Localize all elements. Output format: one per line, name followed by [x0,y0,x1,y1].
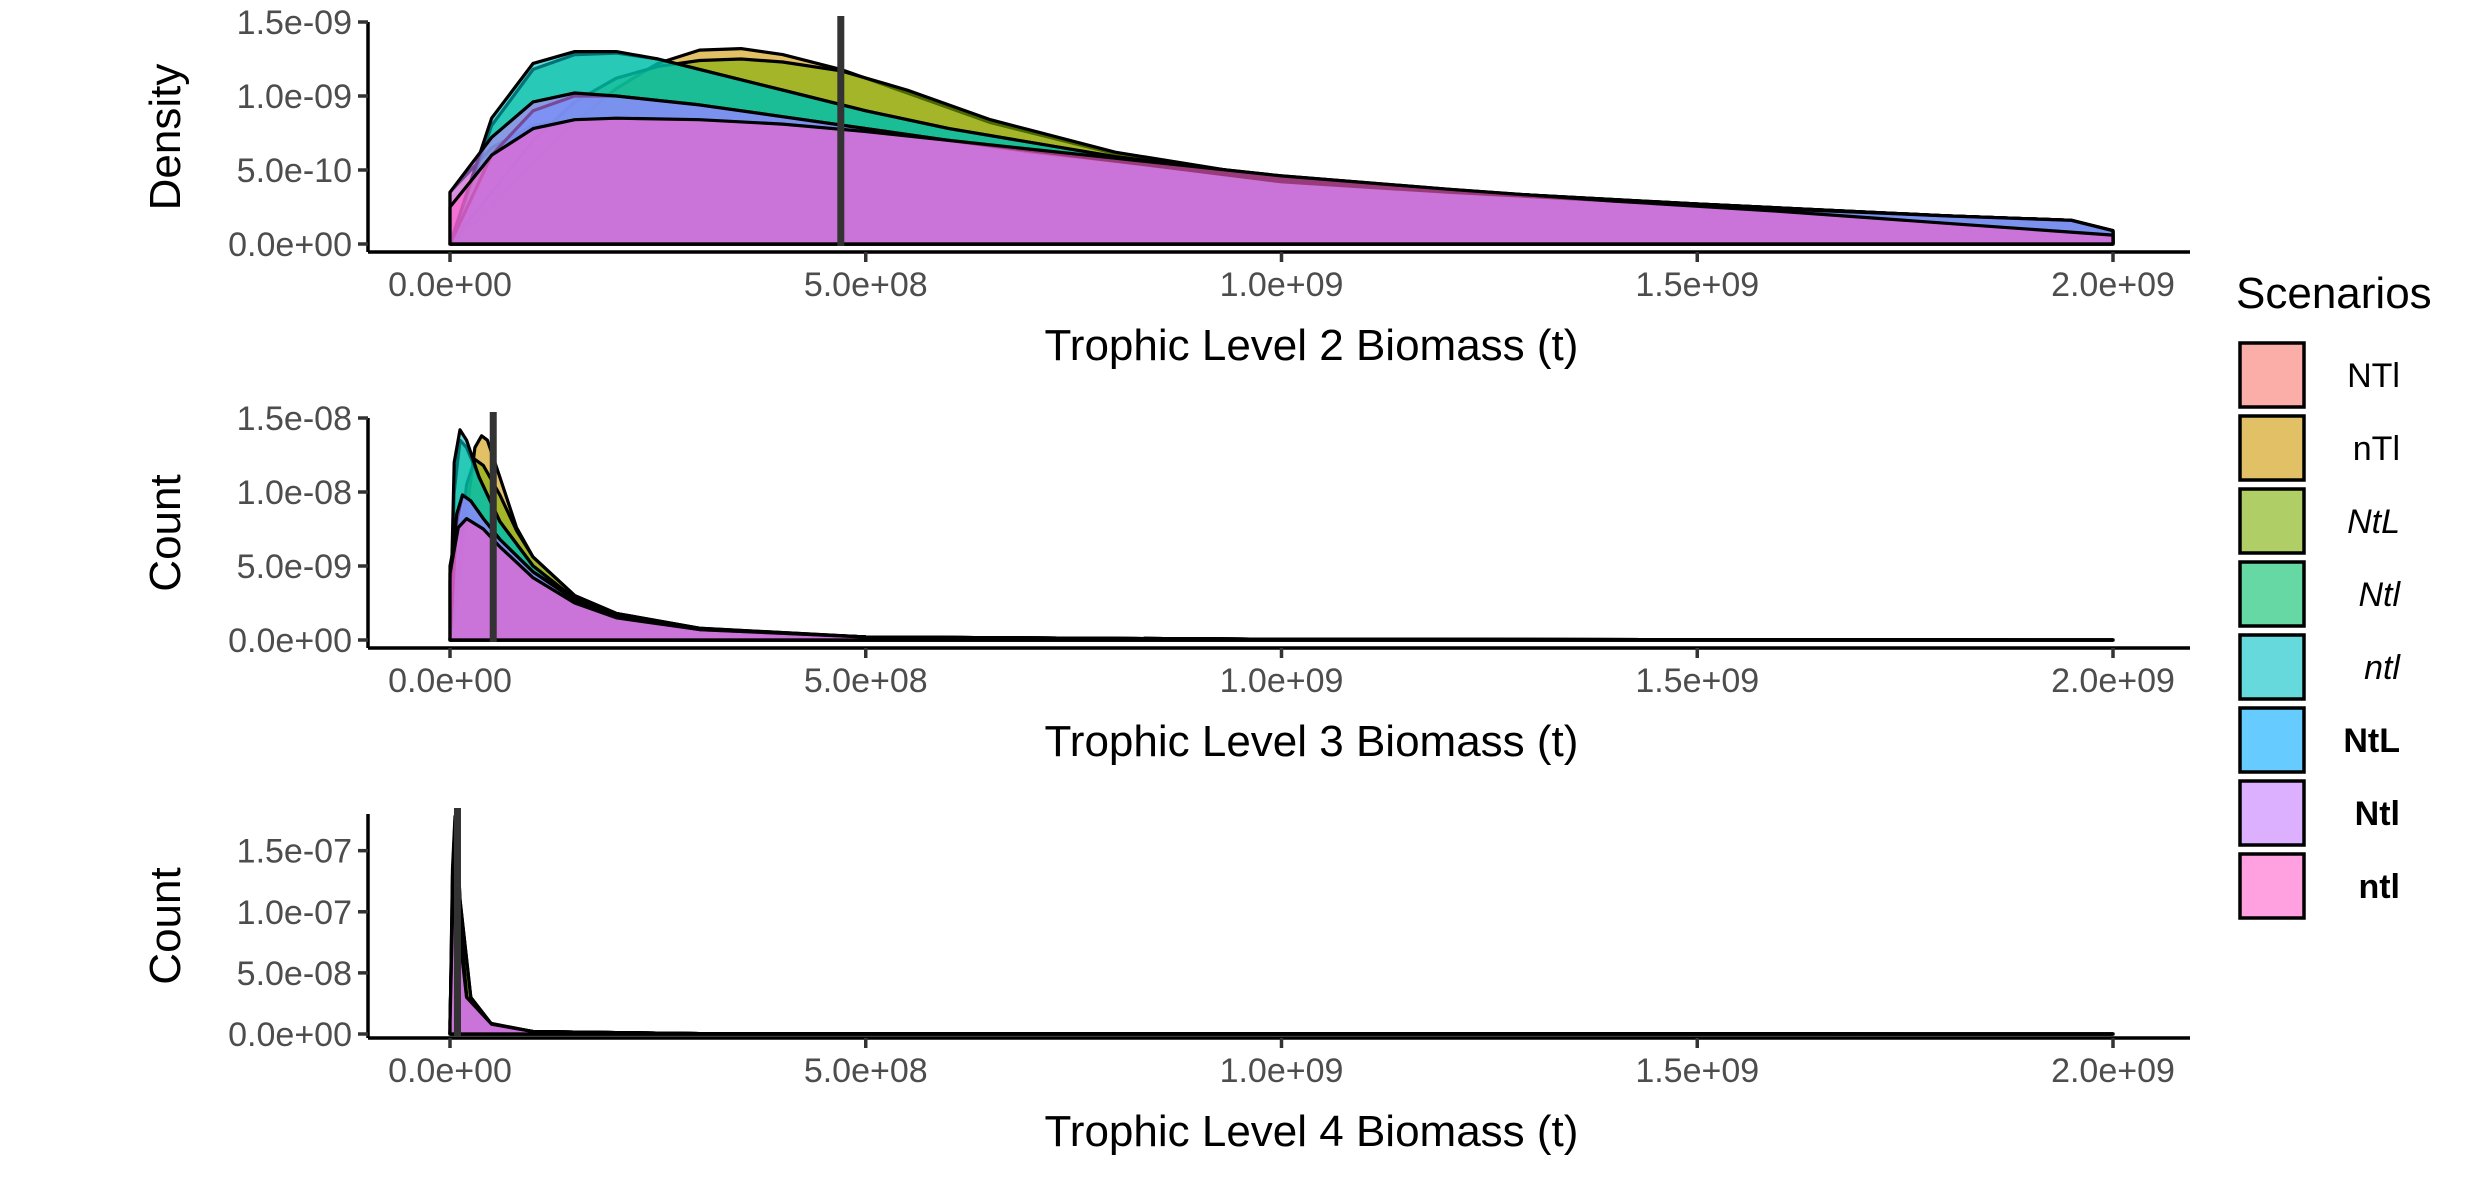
legend-key [2238,633,2306,701]
legend-label: NTl [2347,357,2400,395]
x-tick-label: 5.0e+08 [804,662,928,700]
legend-label: ntl [2358,868,2400,906]
legend-item: NtL [2238,487,2400,555]
y-tick-label: 1.0e-09 [237,78,352,116]
density-area-3 [448,457,2115,642]
y-tick-label: 1.0e-07 [237,894,352,932]
density-area-6 [448,849,2115,1036]
density-area-2 [448,830,2115,1036]
legend-key [2238,414,2306,482]
panel-3: 0.0e+00 5.0e+08 1.0e+09 1.5e+09 2.0e+09 0.0e+… [141,808,2190,1156]
x-tick-label: 1.0e+09 [1220,662,1344,700]
legend-title: Scenarios [2236,269,2432,318]
y-axis-title: Count [141,867,190,984]
density-areas [448,814,2115,1036]
legend-item: Ntl [2238,560,2401,628]
y-tick-label: 1.0e-08 [237,474,352,512]
legend-key [2238,560,2306,628]
density-area-7 [448,493,2115,642]
x-tick-label: 2.0e+09 [2051,662,2175,700]
x-tick-label: 0.0e+00 [388,1052,512,1090]
x-tick-label: 2.0e+09 [2051,266,2175,304]
legend-label: Ntl [2358,576,2401,614]
x-tick-label: 5.0e+08 [804,1052,928,1090]
density-area-4 [448,438,2115,642]
legend-item: nTl [2238,414,2400,482]
legend-key [2238,779,2306,847]
y-tick-label: 1.5e-08 [237,400,352,438]
density-areas [448,428,2115,642]
legend-label: nTl [2353,430,2400,468]
legend-item: Ntl [2238,779,2400,847]
legend-key [2238,487,2306,555]
legend-item: NtL [2238,706,2400,774]
density-area-2 [448,434,2115,642]
y-tick-label: 0.0e+00 [228,622,352,660]
y-axis-title: Density [141,64,190,211]
legend-key [2238,852,2306,920]
legend-key [2238,706,2306,774]
density-area-1 [448,855,2115,1036]
x-tick-label: 0.0e+00 [388,266,512,304]
density-area-4 [448,818,2115,1036]
legend-label: Ntl [2355,795,2400,833]
x-tick-label: 1.5e+09 [1635,662,1759,700]
x-axis-title: Trophic Level 2 Biomass (t) [1045,321,1579,370]
legend-item: ntl [2238,852,2400,920]
x-axis-title: Trophic Level 3 Biomass (t) [1045,717,1579,766]
panel-1: 0.0e+00 5.0e+08 1.0e+09 1.5e+09 2.0e+09 0.0e+… [141,4,2190,370]
x-tick-label: 0.0e+00 [388,662,512,700]
density-area-3 [448,824,2115,1036]
y-tick-label: 5.0e-09 [237,548,352,586]
y-tick-label: 5.0e-10 [237,152,352,190]
panel-2: 0.0e+00 5.0e+08 1.0e+09 1.5e+09 2.0e+09 0.0e+… [141,400,2190,766]
density-area-5 [448,428,2115,642]
legend-label: NtL [2343,722,2400,760]
x-tick-label: 2.0e+09 [2051,1052,2175,1090]
density-area-8 [448,861,2115,1036]
y-tick-label: 1.5e-09 [237,4,352,42]
x-tick-label: 5.0e+08 [804,266,928,304]
x-tick-label: 1.0e+09 [1220,266,1344,304]
x-tick-label: 1.0e+09 [1220,1052,1344,1090]
legend-key [2238,341,2306,409]
y-tick-label: 0.0e+00 [228,226,352,264]
density-area-5 [448,814,2115,1036]
y-axis-title: Count [141,474,190,591]
density-areas [448,47,2115,246]
density-area-1 [448,511,2115,642]
density-area-8 [448,116,2115,246]
x-tick-label: 1.5e+09 [1635,266,1759,304]
density-area-8 [448,517,2115,642]
legend-label: ntl [2364,649,2401,687]
y-tick-label: 1.5e-07 [237,833,352,871]
legend: Scenarios NTl nTl NtL Ntl ntl NtL Ntl ntl [2236,269,2432,920]
y-tick-label: 5.0e-08 [237,955,352,993]
density-area-7 [448,849,2115,1036]
legend-item: ntl [2238,633,2401,701]
legend-label: NtL [2347,503,2400,541]
density-area-6 [448,493,2115,642]
x-tick-label: 1.5e+09 [1635,1052,1759,1090]
legend-item: NTl [2238,341,2400,409]
x-axis-title: Trophic Level 4 Biomass (t) [1045,1107,1579,1156]
y-tick-label: 0.0e+00 [228,1016,352,1054]
